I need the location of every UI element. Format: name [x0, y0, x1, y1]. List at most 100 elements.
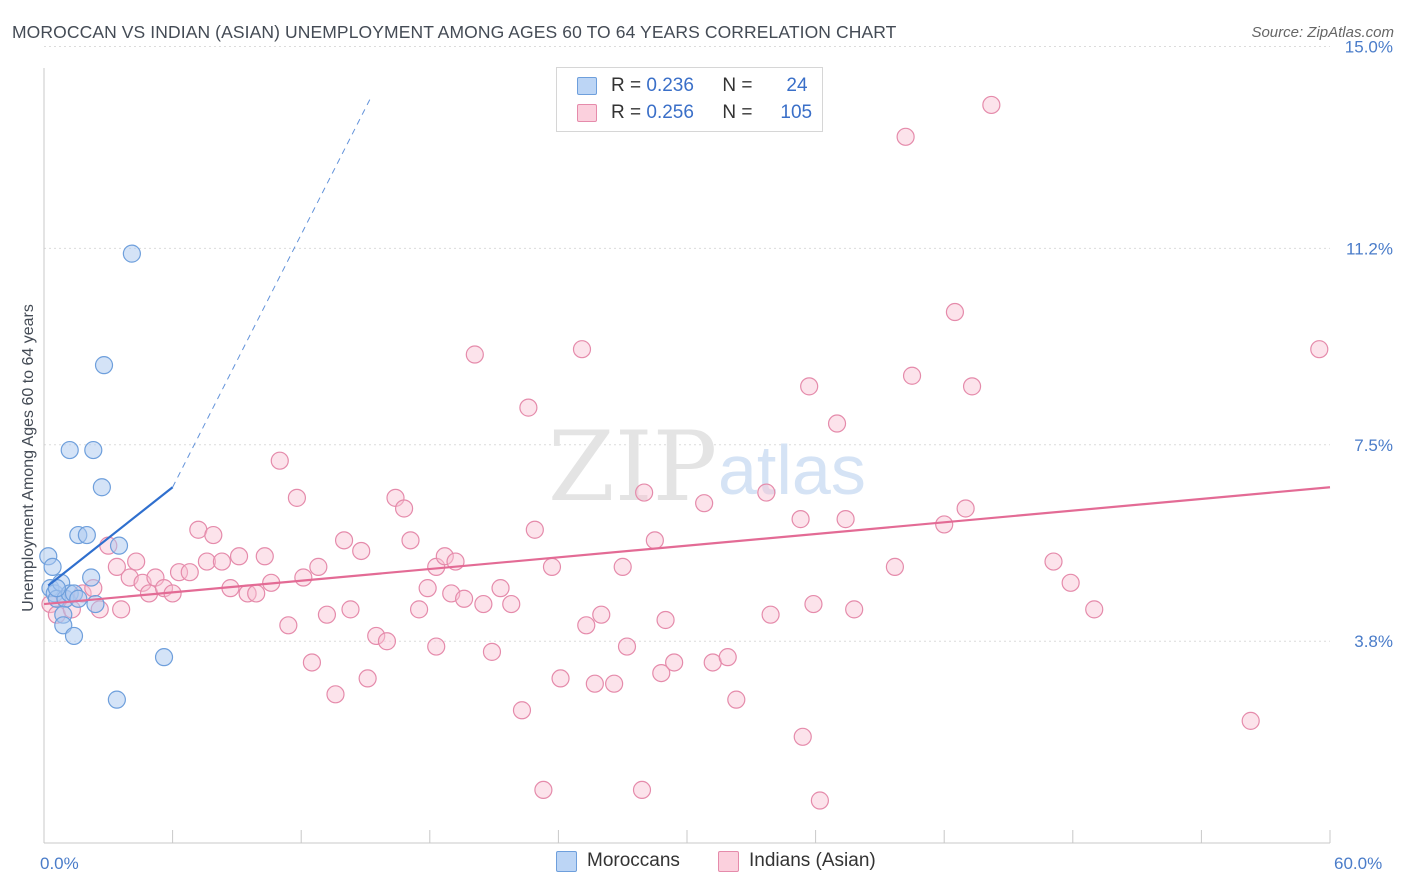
indians-point-52	[454, 589, 474, 608]
indians-point-54	[474, 594, 493, 614]
indians-point-27	[255, 547, 274, 566]
indians-point-66	[605, 674, 624, 693]
x-ticks	[43, 830, 1331, 843]
indians-point-82	[800, 377, 819, 396]
indians-point-17	[169, 563, 189, 582]
indians-point-49	[435, 547, 454, 566]
indians-point-41	[367, 626, 386, 646]
watermark: ZIP atlas	[548, 411, 866, 523]
series-indians-points	[41, 95, 1329, 810]
indians-point-29	[270, 451, 289, 470]
moroccans-point-18	[84, 440, 103, 460]
chart-source: Source: ZipAtlas.com	[1251, 24, 1394, 41]
indians-point-39	[352, 541, 371, 561]
moroccans-point-20	[94, 356, 114, 375]
indians-point-61	[542, 557, 562, 576]
indians-point-33	[302, 653, 322, 672]
legend-row-moroccans: R = 0.236 N = 24	[577, 73, 808, 99]
indians-point-98	[1241, 711, 1260, 730]
indians-point-104	[572, 340, 592, 359]
indians-point-32	[294, 568, 313, 587]
moroccans-swatch	[577, 77, 597, 95]
bottom-legend-moroccans-label: Moroccans	[587, 850, 680, 871]
moroccans-point-17	[60, 440, 79, 460]
y-tick-label-1: 7.5%	[1354, 436, 1393, 455]
moroccans-point-21	[109, 536, 129, 555]
indians-point-34	[309, 557, 328, 576]
indians-point-38	[341, 600, 360, 619]
indians-swatch	[577, 104, 597, 122]
indians-point-67	[613, 557, 632, 576]
indians-point-46	[409, 600, 429, 619]
indians-point-79	[761, 605, 780, 624]
correlation-legend: R = 0.236 N = 24 R = 0.256 N = 105	[556, 67, 823, 132]
indians-point-58	[512, 701, 532, 720]
moroccans-point-12	[64, 626, 84, 646]
watermark-zip: ZIP	[548, 411, 717, 523]
moroccans-point-9	[69, 589, 88, 608]
indians-point-86	[836, 510, 855, 529]
indians-point-81	[793, 727, 812, 746]
moroccans-point-22	[122, 244, 141, 263]
indians-point-74	[695, 494, 714, 513]
gridlines	[44, 46, 1330, 642]
indians-point-60	[525, 520, 544, 539]
x-tick-label-max: 60.0%	[1334, 854, 1382, 873]
indians-point-90	[935, 515, 954, 534]
indians-point-53	[465, 345, 484, 364]
indians-point-85	[827, 414, 847, 433]
legend-r-value-indians: 0.256	[646, 102, 694, 123]
indians-point-100	[896, 127, 915, 146]
moroccans-point-24	[107, 690, 126, 709]
indians-point-65	[592, 605, 611, 624]
bottom-legend-indians-label: Indians (Asian)	[749, 850, 876, 871]
indians-point-59	[519, 398, 538, 417]
indians-point-36	[326, 685, 345, 704]
bottom-legend-moroccans: Moroccans	[556, 850, 680, 872]
indians-point-37	[334, 531, 354, 550]
indians-point-84	[810, 791, 829, 810]
indians-point-30	[279, 616, 298, 635]
indians-legend-swatch	[718, 850, 739, 872]
legend-row-indians: R = 0.256 N = 105	[577, 100, 812, 126]
legend-r-label: R =	[611, 75, 647, 96]
indians-point-55	[482, 642, 502, 661]
indians-point-21	[204, 525, 223, 545]
indians-point-9	[112, 600, 131, 619]
indians-point-35	[317, 605, 337, 624]
indians-point-22	[212, 552, 231, 571]
indians-point-91	[945, 302, 965, 322]
indians-point-45	[401, 531, 420, 550]
y-tick-label-3: 15.0%	[1345, 38, 1393, 57]
indians-point-57	[502, 594, 521, 614]
indians-point-88	[885, 557, 905, 576]
y-tick-label-0: 3.8%	[1354, 632, 1393, 651]
indians-point-63	[577, 616, 596, 635]
indians-point-18	[180, 563, 199, 582]
indians-point-83	[804, 594, 823, 614]
indians-point-89	[902, 366, 922, 385]
legend-r-value-moroccans: 0.236	[646, 75, 694, 96]
indians-point-80	[791, 510, 810, 529]
bottom-legend-indians: Indians (Asian)	[718, 850, 876, 872]
indians-point-31	[287, 488, 307, 507]
indians-point-102	[427, 637, 446, 656]
indians-point-73	[665, 653, 684, 672]
indians-point-26	[247, 584, 266, 603]
legend-n-label: N =	[722, 102, 758, 123]
indians-point-99	[1310, 340, 1329, 359]
legend-n-label: N =	[722, 75, 758, 96]
indians-point-77	[727, 690, 746, 709]
moroccans-legend-swatch	[556, 850, 577, 872]
indians-point-95	[1044, 552, 1063, 571]
indians-trendline	[43, 486, 1331, 606]
y-tick-label-2: 11.2%	[1346, 239, 1393, 258]
moroccans-point-19	[92, 478, 111, 497]
y-tick-labels: 3.8% 7.5% 11.2% 15.0%	[1345, 38, 1393, 652]
indians-point-68	[617, 637, 637, 656]
indians-point-101	[534, 780, 553, 800]
moroccans-point-1	[43, 557, 62, 576]
indians-point-47	[418, 579, 437, 598]
trendlines	[43, 99, 1331, 606]
